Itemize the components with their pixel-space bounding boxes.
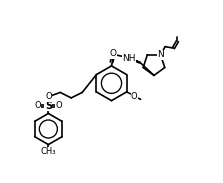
Text: O: O xyxy=(34,101,41,110)
Text: NH: NH xyxy=(122,54,136,63)
Text: O: O xyxy=(45,92,52,102)
Text: S: S xyxy=(45,101,52,111)
Text: CH₃: CH₃ xyxy=(41,147,56,156)
Text: O: O xyxy=(131,92,138,101)
Text: O: O xyxy=(56,101,62,110)
Text: O: O xyxy=(110,49,117,59)
Text: N: N xyxy=(157,50,164,59)
